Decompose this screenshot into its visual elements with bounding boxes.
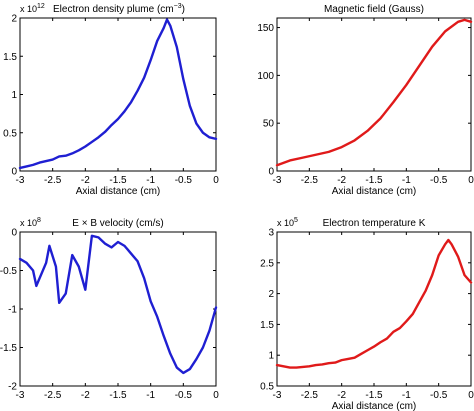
x-tick-label: -2.5 — [301, 175, 319, 186]
series-line — [18, 18, 218, 170]
y-tick-label: 100 — [257, 71, 274, 82]
chart-title-text: Magnetic field (Gauss) — [324, 4, 424, 15]
chart-title-superscript: −3 — [174, 3, 182, 10]
chart-title: Magnetic field (Gauss) — [324, 4, 424, 15]
y-tick-label: -1.5 — [0, 343, 17, 354]
magnetic-field-panel: -3 -2.5 -2 -1.5 -1 -0.5 0 0 50 100 150 Magnetic fie… — [257, 4, 474, 197]
axes-box — [276, 231, 472, 387]
x-tick-label: 0 — [213, 175, 219, 186]
x-tick-label: -1.5 — [365, 175, 383, 186]
x-tick-label: -1 — [146, 390, 155, 401]
exponent-power: 5 — [294, 217, 298, 224]
x-tick-label: -1.5 — [365, 390, 383, 401]
y-tick-label: 2 — [268, 289, 274, 300]
y-tick-label: 1.5 — [260, 320, 274, 331]
axes-box — [19, 231, 217, 387]
y-tick-label: -1 — [8, 305, 17, 316]
x-tick-label: 0 — [468, 175, 474, 186]
chart-title: Electron temperature K — [323, 218, 426, 229]
y-tick-label: 0 — [11, 228, 17, 239]
x-tick-label: -3 — [16, 390, 25, 401]
y-tick-label: 0.5 — [3, 128, 17, 139]
x-tick-label: -2.5 — [44, 390, 62, 401]
x-tick-label: -0.5 — [430, 175, 448, 186]
x-tick-label: -3 — [16, 175, 25, 186]
x-tick-label: -2 — [337, 175, 346, 186]
exponent-power: 8 — [37, 217, 41, 224]
y-tick-label: 0.5 — [260, 382, 274, 393]
chart-title-text: E × B velocity (cm/s) — [72, 218, 163, 229]
y-tick-label: 1 — [268, 351, 274, 362]
y-tick-label: -0.5 — [0, 266, 17, 277]
electron-temperature-panel: -3 -2.5 -2 -1.5 -1 -0.5 0 0.5 1 1.5 2 2.5 3x 105 Elec… — [260, 217, 474, 411]
electron-density-panel: -3 -2.5 -2 -1.5 -1 -0.5 0 0 0.5 1 1.5 2x 1012 Electr… — [3, 3, 219, 197]
y-tick-label: 2.5 — [260, 258, 274, 269]
y-tick-label: 3 — [268, 228, 274, 239]
series-line — [275, 238, 473, 369]
x-tick-label: -1.5 — [109, 175, 127, 186]
y-tick-label: 1.5 — [3, 52, 17, 63]
x-tick-label: -2.5 — [301, 390, 319, 401]
chart-title: Electron density plume (cm−3) — [53, 3, 185, 15]
x-tick-label: -1.5 — [109, 390, 127, 401]
x-tick-label: -0.5 — [430, 390, 448, 401]
x-tick-label: -3 — [273, 175, 282, 186]
chart-title-text: Electron density plume (cm — [53, 4, 174, 15]
chart-title: E × B velocity (cm/s) — [72, 218, 163, 229]
y-tick-label: 50 — [263, 119, 275, 130]
x-tick-label: -0.5 — [175, 390, 193, 401]
x-axis-label: Axial distance (cm) — [332, 186, 416, 197]
x-tick-label: 0 — [468, 390, 474, 401]
y-tick-label: 1 — [11, 90, 17, 101]
y-tick-label: 2 — [11, 14, 17, 25]
x-tick-label: -2 — [337, 390, 346, 401]
x-tick-label: -1 — [402, 175, 411, 186]
x-tick-label: -2 — [81, 175, 90, 186]
x-tick-label: -0.5 — [175, 175, 193, 186]
series-line — [18, 234, 218, 375]
y-tick-label: -2 — [8, 382, 17, 393]
series-line — [275, 18, 473, 167]
x-tick-label: -2.5 — [44, 175, 62, 186]
x-tick-label: -1 — [146, 175, 155, 186]
x-tick-label: -2 — [81, 390, 90, 401]
exponent-base: x 10 — [20, 4, 37, 14]
x-tick-label: -1 — [402, 390, 411, 401]
chart-title-text: Electron temperature K — [323, 218, 426, 229]
axis-exponent-label: x 1012 — [20, 3, 45, 14]
x-tick-label: 0 — [213, 390, 219, 401]
exponent-power: 12 — [37, 3, 45, 10]
exponent-base: x 10 — [277, 218, 294, 228]
exb-velocity-panel: -3 -2.5 -2 -1.5 -1 -0.5 0-2-1.5-1-0.50x 108 E ×… — [0, 217, 219, 401]
exponent-base: x 10 — [20, 218, 37, 228]
axes-box — [276, 17, 472, 172]
chart-title-end: ) — [182, 4, 185, 15]
axis-exponent-label: x 105 — [277, 217, 298, 228]
x-axis-label: Axial distance (cm) — [76, 186, 160, 197]
y-tick-label: 150 — [257, 23, 274, 34]
x-tick-label: -3 — [273, 390, 282, 401]
y-tick-label: 0 — [11, 167, 17, 178]
axis-exponent-label: x 108 — [20, 217, 41, 228]
x-axis-label: Axial distance (cm) — [332, 401, 416, 411]
y-tick-label: 0 — [268, 167, 274, 178]
